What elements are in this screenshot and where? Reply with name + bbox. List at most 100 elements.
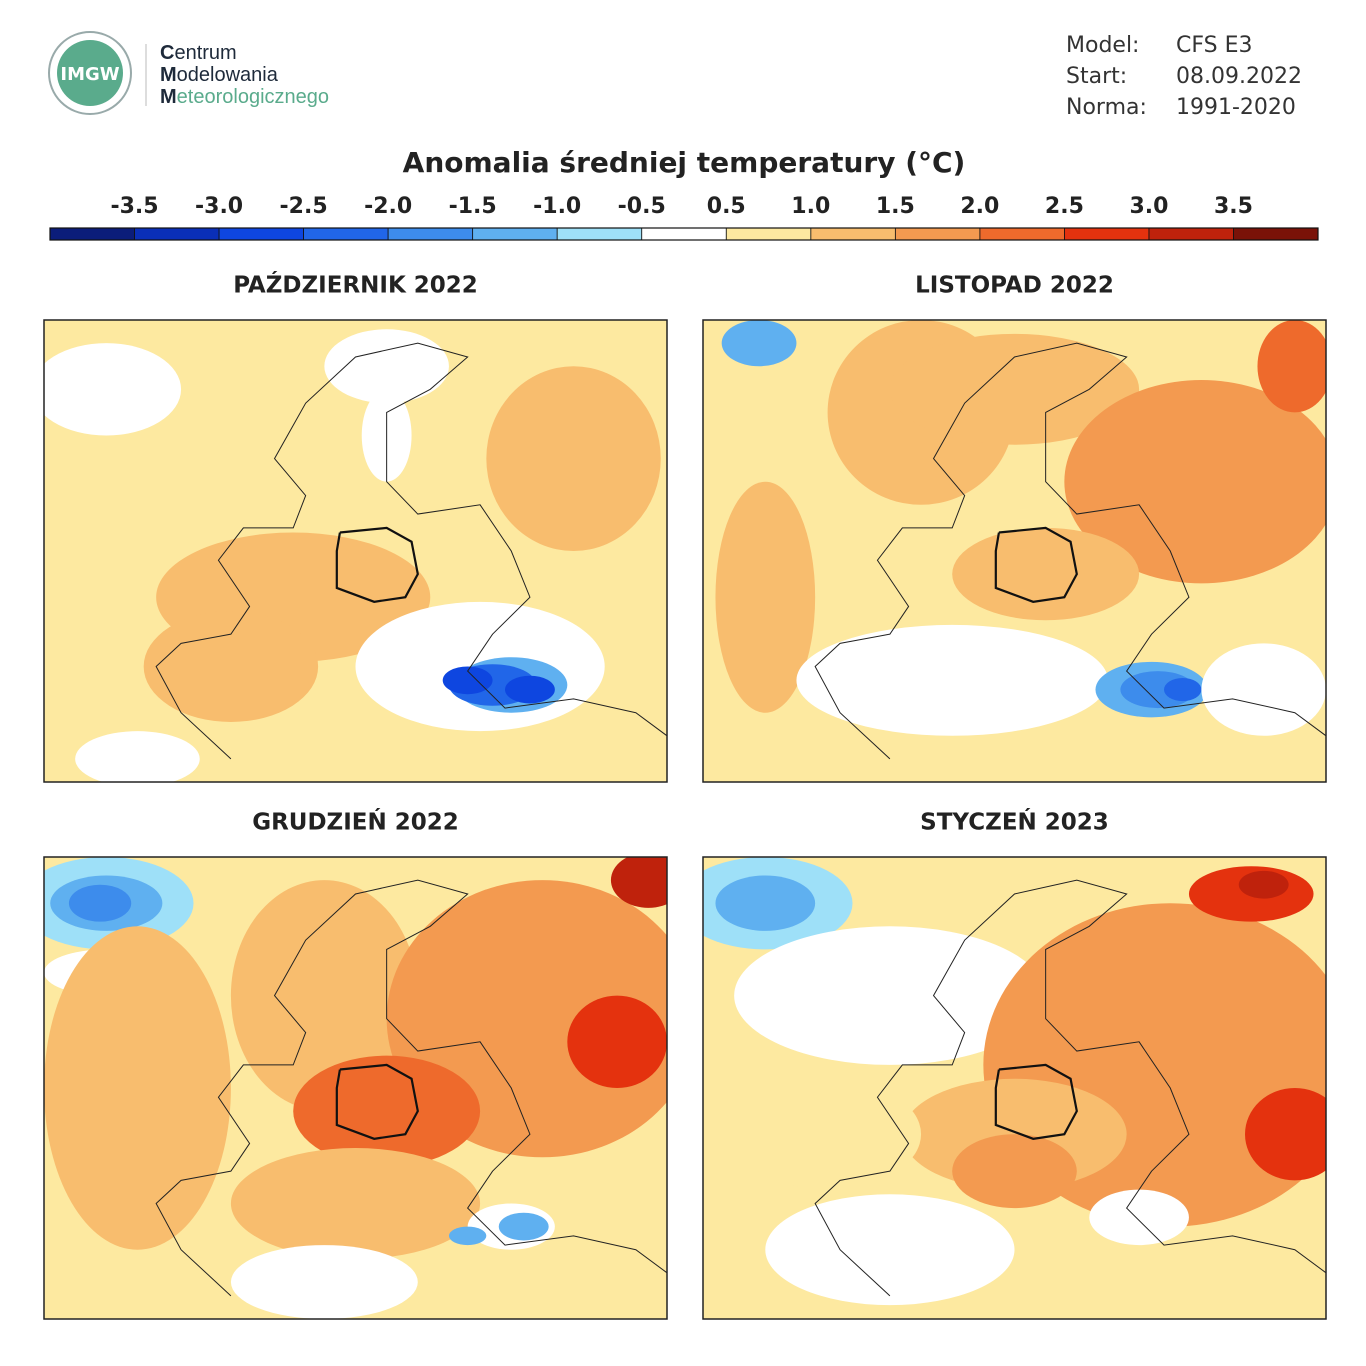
anomaly-area <box>734 1078 922 1190</box>
colorbar-segment <box>1064 227 1150 241</box>
anomaly-area <box>952 527 1140 621</box>
poland-border <box>335 526 419 603</box>
coastline <box>814 342 1326 760</box>
colorbar-segment <box>979 227 1065 241</box>
colorbar-segment <box>303 227 389 241</box>
colorbar-tick-label: -2.0 <box>364 194 412 219</box>
anomaly-area <box>715 481 816 713</box>
anomaly-area <box>486 366 661 551</box>
colorbar-segment <box>725 227 812 241</box>
colorbar-segment <box>556 227 643 241</box>
info-label: Model: <box>1066 33 1139 58</box>
map-field <box>703 857 1326 1319</box>
colorbar-segment <box>1233 227 1319 241</box>
anomaly-area <box>230 1245 418 1319</box>
map-frame <box>702 856 1327 1320</box>
poland-border <box>335 1063 419 1140</box>
anomaly-area <box>1064 380 1326 584</box>
anomaly-area <box>75 731 200 782</box>
panel-title: GRUDZIEŃ 2022 <box>252 808 459 836</box>
colorbar-tick-label: -1.0 <box>533 194 581 219</box>
colorbar-segment <box>218 227 304 241</box>
coastline <box>155 342 667 760</box>
colorbar-tick-label: 3.5 <box>1214 194 1253 219</box>
info-label: Norma: <box>1066 95 1147 120</box>
logo-mark: IMGW <box>60 64 119 85</box>
map-panel: GRUDZIEŃ 2022 <box>43 808 668 1320</box>
colorbar-frame <box>49 227 1319 241</box>
anomaly-area <box>889 333 1140 445</box>
colorbar-tick-label: 3.0 <box>1129 194 1168 219</box>
colorbar-segment <box>810 227 896 241</box>
anomaly-area <box>293 1055 481 1167</box>
anomaly-area <box>230 880 418 1112</box>
colorbar-tick-label: -3.0 <box>195 194 243 219</box>
logo-line: Modelowania <box>160 64 278 86</box>
colorbar-tick-label: -2.5 <box>280 194 328 219</box>
info-value: CFS E3 <box>1176 33 1252 58</box>
logo: IMGW <box>48 31 147 115</box>
map-panel: STYCZEŃ 2023 <box>702 808 1327 1320</box>
colorbar-segment <box>134 227 220 241</box>
map-field <box>44 320 667 782</box>
anomaly-area <box>1164 678 1202 702</box>
anomaly-area <box>143 611 319 722</box>
anomaly-area <box>498 1212 549 1241</box>
map-field <box>44 857 667 1319</box>
colorbar-tick-label: 2.5 <box>1045 194 1084 219</box>
map-panel: LISTOPAD 2022 <box>702 273 1327 783</box>
anomaly-area <box>68 884 132 922</box>
logo-text: Centrum Modelowania Meteorologicznego <box>160 42 329 108</box>
colorbar-segment <box>641 227 727 241</box>
map-title: Anomalia średniej temperatury (°C) <box>403 146 966 179</box>
colorbar-tick-label: -3.5 <box>110 194 158 219</box>
anomaly-area <box>721 320 797 367</box>
anomaly-area <box>1089 1189 1189 1246</box>
coastline <box>155 879 667 1297</box>
anomaly-area <box>505 675 555 704</box>
coastline <box>814 879 1326 1297</box>
colorbar-segment <box>49 227 135 241</box>
info-value: 08.09.2022 <box>1176 64 1302 89</box>
anomaly-area <box>44 343 182 436</box>
logo-line: Meteorologicznego <box>160 86 330 108</box>
map-panel: PAŹDZIERNIK 2022 <box>43 271 668 783</box>
anomaly-area <box>44 926 231 1250</box>
anomaly-area <box>610 857 667 908</box>
colorbar-tick-label: 2.0 <box>960 194 999 219</box>
anomaly-area <box>1238 870 1289 899</box>
colorbar-segment <box>1148 227 1234 241</box>
map-frame <box>702 319 1327 783</box>
info-value: 1991-2020 <box>1176 95 1296 120</box>
colorbar-tick-label: 1.5 <box>876 194 915 219</box>
panel-title: LISTOPAD 2022 <box>915 273 1114 299</box>
panel-title: STYCZEŃ 2023 <box>920 808 1109 836</box>
colorbar-segment <box>472 227 558 241</box>
anomaly-area <box>442 666 493 695</box>
anomaly-area <box>324 329 449 404</box>
poland-border <box>994 1063 1078 1140</box>
panel-title: PAŹDZIERNIK 2022 <box>233 271 478 299</box>
anomaly-area <box>796 624 1108 736</box>
anomaly-area <box>1245 1088 1326 1181</box>
map-field <box>703 320 1326 782</box>
anomaly-area <box>952 1134 1077 1209</box>
anomaly-area <box>715 875 816 931</box>
map-frame <box>43 856 668 1320</box>
anomaly-area <box>448 1226 487 1246</box>
map-frame <box>43 319 668 783</box>
logo-disc <box>57 40 123 106</box>
colorbar-segment <box>387 227 473 241</box>
colorbar-tick-label: 1.0 <box>791 194 830 219</box>
colorbar-segment <box>895 227 981 241</box>
anomaly-area <box>230 1148 481 1259</box>
colorbar-tick-label: 0.5 <box>707 194 746 219</box>
logo-line: Centrum <box>160 42 237 64</box>
poland-border <box>994 526 1078 603</box>
anomaly-area <box>567 995 667 1088</box>
anomaly-area <box>765 1194 1015 1306</box>
anomaly-area <box>1257 320 1326 413</box>
colorbar-tick-label: -0.5 <box>618 194 666 219</box>
